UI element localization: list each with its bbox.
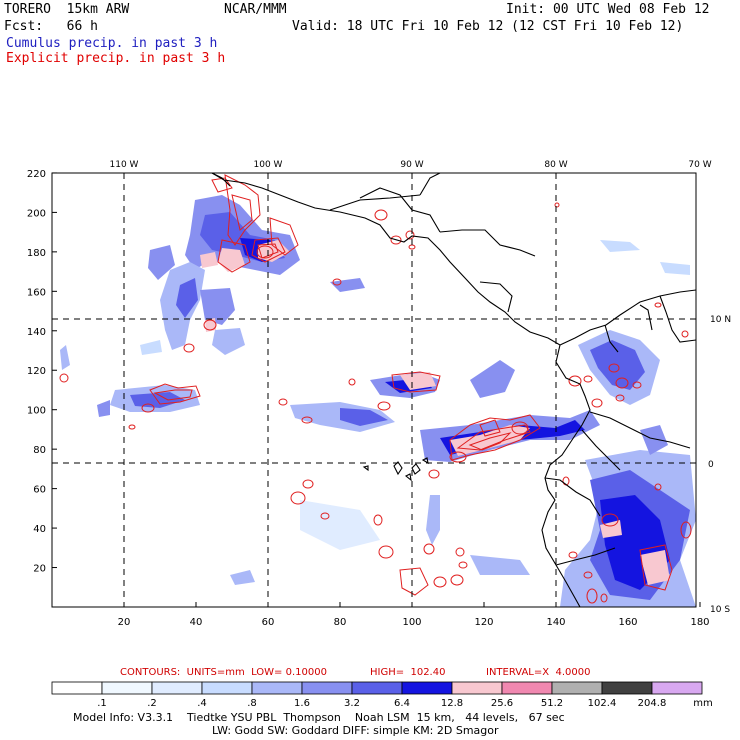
colorbar-swatch <box>151 681 203 695</box>
lat-label-10n: 10 N <box>710 315 731 325</box>
colorbar-level-label: .4 <box>197 698 207 709</box>
y-tick-label: 140 <box>27 327 46 338</box>
cumulus-field-label: Cumulus precip. in past 3 h <box>6 36 218 51</box>
model-title: TORERO 15km ARW <box>4 2 130 17</box>
colorbar-level-label: .8 <box>247 698 257 709</box>
x-tick-label: 120 <box>474 617 493 628</box>
colorbar-swatch <box>551 681 603 695</box>
colorbar-swatch <box>651 681 703 695</box>
colorbar-level-label: 25.6 <box>490 698 514 709</box>
x-tick-label: 180 <box>690 617 709 628</box>
colorbar-level-label: 12.8 <box>440 698 464 709</box>
colorbar-level-label: .2 <box>147 698 157 709</box>
y-tick-label: 220 <box>27 169 46 180</box>
colorbar-level-label: .1 <box>97 698 107 709</box>
colorbar-swatch <box>301 681 353 695</box>
x-tick-label: 100 <box>402 617 421 628</box>
model-info-line2: LW: Godd SW: Goddard DIFF: simple KM: 2D… <box>212 724 499 737</box>
y-tick-label: 80 <box>33 445 46 456</box>
colorbar-swatch <box>251 681 303 695</box>
colorbar <box>51 681 703 695</box>
y-tick-label: 60 <box>33 485 46 496</box>
contours-info: CONTOURS: UNITS=mm LOW= 0.10000 HIGH= 10… <box>0 667 740 679</box>
colorbar-swatch <box>451 681 503 695</box>
cumulus-precip-shading <box>60 195 696 607</box>
y-tick-label: 200 <box>27 208 46 219</box>
lon-label-70w: 70 W <box>688 160 711 170</box>
lat-label-10s: 10 S <box>710 605 730 615</box>
init-time: Init: 00 UTC Wed 08 Feb 12 <box>506 2 710 17</box>
colorbar-swatch <box>401 681 453 695</box>
colorbar-level-label: 1.6 <box>294 698 310 709</box>
plot-frame <box>51 172 697 608</box>
x-tick-label: 80 <box>334 617 347 628</box>
x-tick-label: 140 <box>546 617 565 628</box>
colorbar-swatch <box>351 681 403 695</box>
forecast-hour: Fcst: 66 h <box>4 19 98 34</box>
colorbar-swatch <box>51 681 103 695</box>
colorbar-swatch <box>601 681 653 695</box>
lon-label-110w: 110 W <box>110 160 139 170</box>
y-tick-label: 100 <box>27 406 46 417</box>
lon-label-100w: 100 W <box>254 160 283 170</box>
colorbar-swatch <box>201 681 253 695</box>
colorbar-swatch <box>501 681 553 695</box>
org-label: NCAR/MMM <box>224 2 287 17</box>
coastlines <box>211 173 696 607</box>
colorbar-units: mm <box>693 698 713 709</box>
y-tick-label: 40 <box>33 524 46 535</box>
x-tick-label: 20 <box>118 617 131 628</box>
colorbar-level-label: 102.4 <box>587 698 617 709</box>
x-tick-label: 160 <box>618 617 637 628</box>
y-tick-label: 20 <box>33 564 46 575</box>
y-tick-label: 180 <box>27 248 46 259</box>
lat-label-0: 0 <box>708 460 714 470</box>
colorbar-level-label: 51.2 <box>540 698 564 709</box>
graticule <box>52 173 696 607</box>
x-tick-label: 40 <box>190 617 203 628</box>
colorbar-level-label: 204.8 <box>637 698 667 709</box>
colorbar-swatch <box>101 681 153 695</box>
y-tick-label: 160 <box>27 287 46 298</box>
valid-time: Valid: 18 UTC Fri 10 Feb 12 (12 CST Fri … <box>292 19 684 34</box>
colorbar-level-label: 3.2 <box>344 698 360 709</box>
contours-units-low: CONTOURS: UNITS=mm LOW= 0.10000 <box>120 667 327 678</box>
lon-label-80w: 80 W <box>544 160 567 170</box>
lon-label-90w: 90 W <box>400 160 423 170</box>
model-info-line1: Model Info: V3.3.1 Tiedtke YSU PBL Thomp… <box>73 711 565 724</box>
contours-interval: INTERVAL=X 4.0000 <box>486 667 591 678</box>
explicit-precip-contours <box>59 174 692 604</box>
x-tick-label: 60 <box>262 617 275 628</box>
colorbar-level-label: 6.4 <box>394 698 410 709</box>
contours-high: HIGH= 102.40 <box>370 667 446 678</box>
explicit-field-label: Explicit precip. in past 3 h <box>6 51 226 66</box>
y-tick-label: 120 <box>27 366 46 377</box>
